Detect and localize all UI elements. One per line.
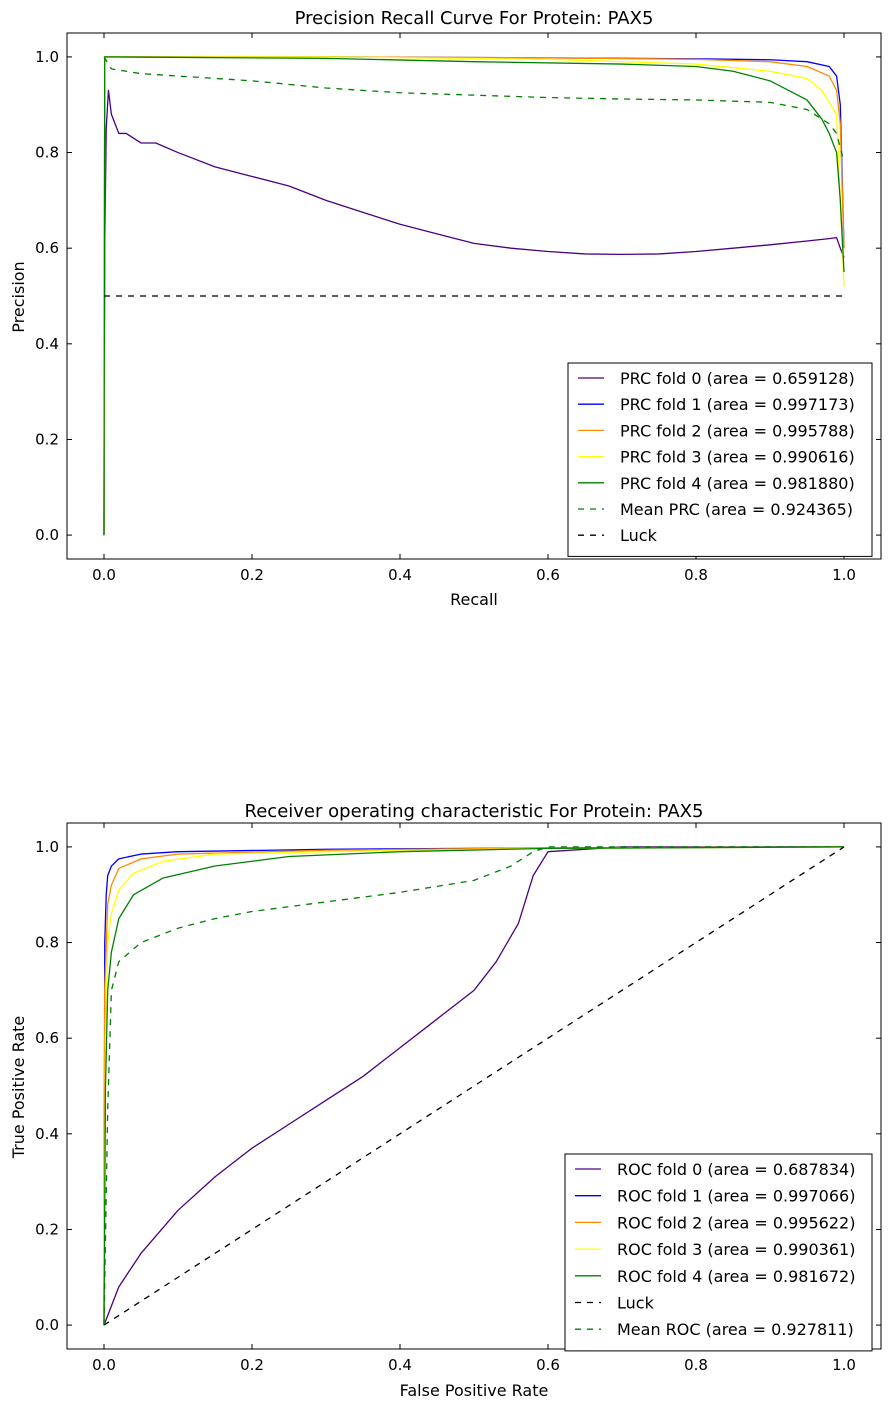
roc-x-axis-label: False Positive Rate [400,1381,549,1400]
roc-y-tick-label: 1.0 [35,838,59,856]
prc-x-tick-label: 0.4 [388,566,412,584]
roc-series-layer [103,846,845,1326]
roc-x-tick-label: 0.4 [388,1356,412,1374]
roc-legend-box [564,1153,873,1352]
prc-series-line-0 [103,89,845,536]
roc-chart: Receiver operating characteristic For Pr… [9,801,882,1400]
roc-chart-title: Receiver operating characteristic For Pr… [245,801,704,822]
prc-y-axis-label: Precision [9,261,28,332]
prc-legend-entry: PRC fold 1 (area = 0.997173) [620,395,855,414]
prc-y-tick-label: 0.4 [35,335,59,353]
roc-legend-entry: ROC fold 2 (area = 0.995622) [617,1213,855,1232]
roc-legend: ROC fold 0 (area = 0.687834) ROC fold 1 (… [564,1153,873,1352]
roc-y-axis-label: True Positive Rate [9,1016,28,1160]
roc-legend-entry: ROC fold 0 (area = 0.687834) [617,1160,855,1179]
prc-legend: PRC fold 0 (area = 0.659128) PRC fold 1 (… [567,362,873,557]
prc-legend-entry: Mean PRC (area = 0.924365) [620,500,853,519]
roc-legend-entry: ROC fold 1 (area = 0.997066) [617,1187,855,1206]
prc-legend-entry: PRC fold 3 (area = 0.990616) [620,448,855,467]
prc-series-line-5 [103,56,845,163]
roc-series-line-2 [103,846,845,1326]
prc-y-tick-label: 1.0 [35,48,59,66]
roc-legend-entry: Luck [617,1294,655,1313]
roc-y-tick-label: 0.2 [35,1220,59,1238]
prc-y-tick-label: 0.8 [35,144,59,162]
prc-legend-entry: PRC fold 2 (area = 0.995788) [620,421,855,440]
roc-legend-entry: ROC fold 3 (area = 0.990361) [617,1240,855,1259]
prc-x-tick-label: 0.0 [92,566,116,584]
prc-series-layer [103,56,845,536]
roc-legend-entry: ROC fold 4 (area = 0.981672) [617,1267,855,1286]
roc-x-tick-label: 1.0 [832,1356,856,1374]
roc-x-tick-label: 0.0 [92,1356,116,1374]
roc-x-tick-label: 0.6 [536,1356,560,1374]
prc-y-tick-label: 0.0 [35,526,59,544]
roc-legend-entry: Mean ROC (area = 0.927811) [617,1320,854,1339]
prc-chart: Precision Recall Curve For Protein: PAX5… [9,8,882,609]
prc-y-tick-label: 0.6 [35,239,59,257]
prc-x-tick-label: 0.8 [684,566,708,584]
prc-x-tick-label: 1.0 [832,566,856,584]
roc-x-tick-label: 0.2 [240,1356,264,1374]
roc-series-line-5 [103,846,845,1326]
prc-x-tick-label: 0.6 [536,566,560,584]
roc-series-line-4 [103,846,845,1326]
prc-legend-entry: PRC fold 4 (area = 0.981880) [620,474,855,493]
roc-x-tick-label: 0.8 [684,1356,708,1374]
roc-series-line-3 [103,846,845,1326]
roc-y-tick-label: 0.0 [35,1316,59,1334]
prc-series-line-4 [103,56,845,536]
prc-chart-title: Precision Recall Curve For Protein: PAX5 [295,8,654,29]
roc-y-tick-label: 0.4 [35,1125,59,1143]
prc-y-tick-label: 0.2 [35,430,59,448]
prc-legend-box [567,362,873,557]
roc-series-line-6 [103,846,844,1326]
prc-legend-entry: PRC fold 0 (area = 0.659128) [620,369,855,388]
prc-legend-entry: Luck [620,526,658,545]
prc-series-line-3 [103,56,845,536]
roc-y-tick-label: 0.6 [35,1029,59,1047]
prc-x-tick-label: 0.2 [240,566,264,584]
prc-x-axis-label: Recall [450,590,498,609]
roc-series-line-0 [103,846,844,1326]
roc-y-tick-label: 0.8 [35,934,59,952]
